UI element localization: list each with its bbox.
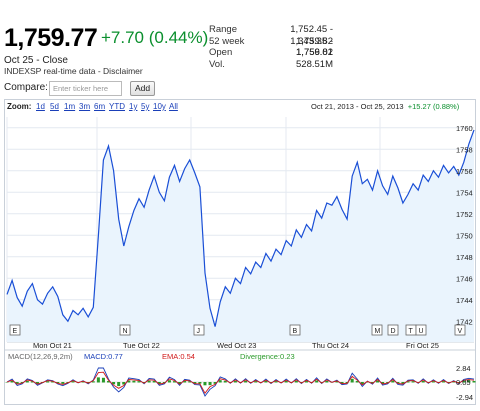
date-range: Oct 21, 2013 - Oct 25, 2013 +15.27 (0.88…	[311, 100, 459, 114]
zoom-ytd[interactable]: YTD	[109, 102, 125, 111]
zoom-all[interactable]: All	[169, 102, 178, 111]
quote-change: +7.70 (0.44%)	[101, 28, 209, 47]
stat-label: Open	[209, 47, 233, 58]
zoom-bar: Zoom: 1d 5d 1m 3m 6m YTD 1y 5y 10y All O…	[5, 100, 475, 114]
disclaimer-link[interactable]: Disclaimer	[103, 66, 143, 76]
stat-value: 1,752.45 - 1,759.82	[290, 24, 333, 47]
add-button[interactable]: Add	[130, 81, 155, 96]
stat-volume: Vol. 528.51M	[209, 58, 333, 71]
stat-open: Open 1,756.01	[209, 47, 333, 59]
zoom-label: Zoom:	[7, 102, 32, 111]
zoom-1y[interactable]: 1y	[129, 102, 138, 111]
close-label: Oct 25 - Close	[4, 55, 68, 66]
quote-stats: Range 1,752.45 - 1,759.82 52 week 1,343.35…	[209, 24, 333, 71]
stat-label: Vol.	[209, 58, 225, 70]
zoom-3m[interactable]: 3m	[79, 102, 91, 111]
stat-label: 52 week	[209, 35, 245, 47]
zoom-10y[interactable]: 10y	[153, 102, 166, 111]
zoom-1m[interactable]: 1m	[64, 102, 76, 111]
compare-label: Compare:	[4, 82, 48, 93]
data-source: INDEXSP real-time data - Disclaimer	[4, 66, 143, 76]
stat-range: Range 1,752.45 - 1,759.82	[209, 24, 333, 47]
zoom-5y[interactable]: 5y	[141, 102, 150, 111]
range-change: +15.27 (0.88%)	[407, 102, 460, 111]
zoom-6m[interactable]: 6m	[94, 102, 106, 111]
zoom-5d[interactable]: 5d	[50, 102, 59, 111]
stat-value: 528.51M	[296, 58, 333, 70]
stat-52-week: 52 week 1,343.35 - 1,759.82	[209, 35, 333, 59]
chart-frame	[4, 99, 476, 405]
zoom-1d[interactable]: 1d	[36, 102, 45, 111]
date-range-text: Oct 21, 2013 - Oct 25, 2013	[311, 102, 404, 111]
stat-value: 1,756.01	[296, 47, 333, 58]
stat-label: Range	[209, 24, 237, 35]
stat-value: 1,343.35 - 1,759.82	[290, 35, 333, 59]
compare-ticker-input[interactable]: Enter ticker here	[49, 81, 122, 96]
quote-price: 1,759.77	[4, 24, 98, 52]
source-text: INDEXSP real-time data -	[4, 66, 104, 76]
